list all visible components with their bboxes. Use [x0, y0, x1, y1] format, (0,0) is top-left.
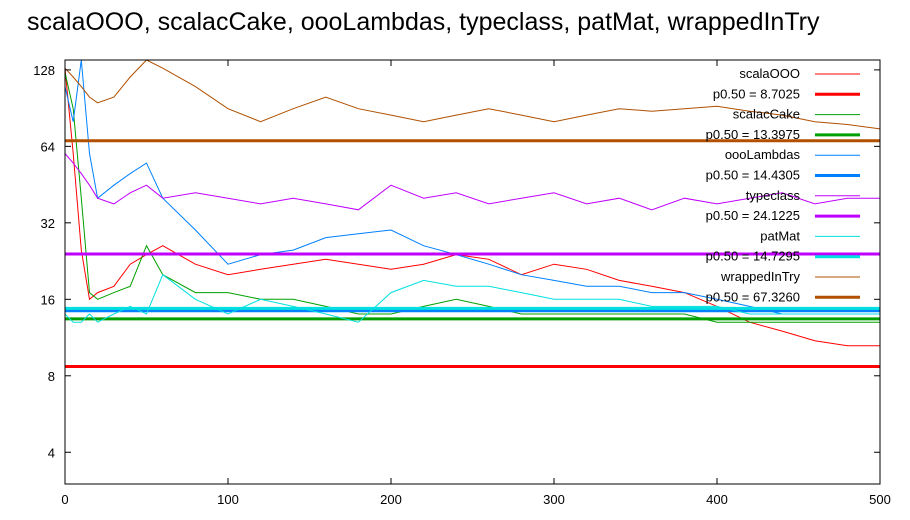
series-line-8 — [64, 273, 880, 323]
legend-label-4: oooLambdas — [725, 147, 801, 162]
x-tick-label-0: 0 — [61, 492, 68, 507]
y-tick-label-5: 128 — [33, 63, 55, 78]
legend-label-10: wrappedInTry — [720, 269, 800, 284]
legend-label-7: p0.50 = 24.1225 — [706, 208, 800, 223]
y-tick-label-2: 16 — [41, 292, 55, 307]
series-line-6 — [64, 153, 880, 211]
x-tick-label-1: 100 — [217, 492, 239, 507]
legend-label-11: p0.50 = 67.3260 — [706, 289, 800, 304]
y-tick-label-3: 32 — [41, 216, 55, 231]
legend: scalaOOO p0.50 = 8.7025 scalacCake p0.50 = … — [706, 66, 860, 304]
series-line-4 — [64, 59, 880, 315]
series-line-2 — [64, 72, 880, 323]
axes-layer: 0 100 200 300 400 500 4 8 16 32 64 128 — [33, 59, 891, 507]
legend-label-0: scalaOOO — [739, 66, 800, 81]
series-line-10 — [64, 59, 881, 130]
legend-label-6: typeclass — [746, 188, 801, 203]
legend-label-9: p0.50 = 14.7295 — [706, 249, 800, 264]
x-tick-label-3: 300 — [543, 492, 565, 507]
y-tick-label-1: 8 — [48, 369, 55, 384]
legend-label-1: p0.50 = 8.7025 — [713, 86, 800, 101]
legend-label-3: p0.50 = 13.3975 — [706, 127, 800, 142]
y-tick-label-0: 4 — [48, 445, 55, 460]
y-tick-label-4: 64 — [41, 139, 55, 154]
x-tick-label-2: 200 — [380, 492, 402, 507]
series-layer — [64, 59, 881, 368]
chart-title: scalaOOO, scalacCake, oooLambdas, typecl… — [27, 8, 820, 36]
legend-label-8: patMat — [760, 228, 800, 243]
legend-label-2: scalacCake — [733, 107, 800, 122]
plot-frame — [64, 59, 881, 485]
x-tick-label-4: 400 — [706, 492, 728, 507]
legend-label-5: p0.50 = 14.4305 — [706, 168, 800, 183]
x-tick-label-5: 500 — [869, 492, 891, 507]
